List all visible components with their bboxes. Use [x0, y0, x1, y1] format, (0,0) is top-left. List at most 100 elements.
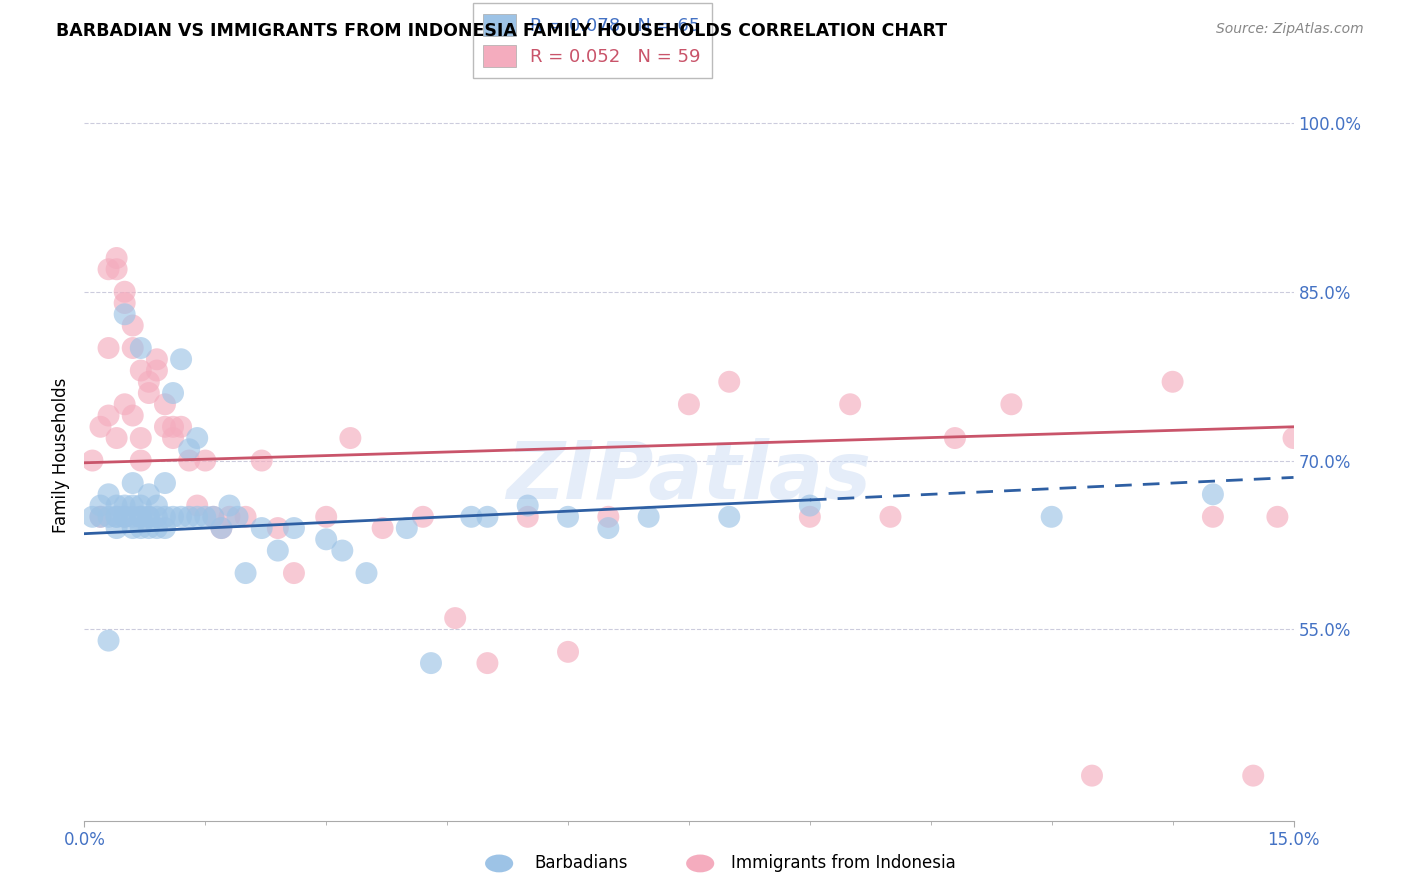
- Point: [179, 442, 201, 457]
- Point: [121, 476, 143, 491]
- Point: [162, 419, 184, 434]
- Point: [557, 509, 579, 524]
- Point: [444, 611, 467, 625]
- Point: [267, 521, 290, 535]
- Point: [114, 509, 136, 524]
- Point: [879, 509, 901, 524]
- Point: [129, 341, 152, 355]
- Point: [105, 251, 128, 265]
- Point: [1202, 487, 1225, 501]
- Point: [129, 521, 152, 535]
- Point: [250, 453, 273, 467]
- Point: [105, 521, 128, 535]
- Point: [138, 509, 160, 524]
- Point: [170, 509, 193, 524]
- Point: [162, 509, 184, 524]
- Point: [516, 499, 538, 513]
- Point: [718, 375, 741, 389]
- Point: [1267, 509, 1289, 524]
- Point: [194, 509, 217, 524]
- Point: [218, 499, 240, 513]
- Point: [105, 499, 128, 513]
- Text: Barbadians: Barbadians: [534, 855, 628, 872]
- Y-axis label: Family Households: Family Households: [52, 377, 70, 533]
- Point: [283, 566, 305, 580]
- Point: [460, 509, 482, 524]
- Point: [105, 262, 128, 277]
- Point: [339, 431, 361, 445]
- Point: [129, 509, 152, 524]
- Point: [839, 397, 862, 411]
- Point: [97, 487, 120, 501]
- Point: [129, 431, 152, 445]
- Point: [105, 431, 128, 445]
- Point: [121, 521, 143, 535]
- Point: [1282, 431, 1305, 445]
- Point: [412, 509, 434, 524]
- Point: [82, 509, 104, 524]
- Point: [146, 499, 169, 513]
- Point: [153, 509, 176, 524]
- Point: [1202, 509, 1225, 524]
- Point: [114, 397, 136, 411]
- Point: [1161, 375, 1184, 389]
- Point: [395, 521, 418, 535]
- Point: [477, 656, 499, 670]
- Point: [170, 352, 193, 367]
- Point: [121, 341, 143, 355]
- Point: [1081, 769, 1104, 783]
- Point: [1241, 769, 1264, 783]
- Point: [420, 656, 443, 670]
- Point: [114, 509, 136, 524]
- Point: [97, 409, 120, 423]
- Point: [202, 509, 225, 524]
- Point: [186, 509, 208, 524]
- Point: [97, 509, 120, 524]
- Point: [315, 509, 337, 524]
- Point: [557, 645, 579, 659]
- Point: [97, 633, 120, 648]
- Point: [89, 499, 111, 513]
- Text: Immigrants from Indonesia: Immigrants from Indonesia: [731, 855, 956, 872]
- Point: [121, 509, 143, 524]
- Point: [194, 453, 217, 467]
- Point: [186, 431, 208, 445]
- Point: [218, 509, 240, 524]
- Text: BARBADIAN VS IMMIGRANTS FROM INDONESIA FAMILY HOUSEHOLDS CORRELATION CHART: BARBADIAN VS IMMIGRANTS FROM INDONESIA F…: [56, 22, 948, 40]
- Point: [121, 409, 143, 423]
- Point: [138, 521, 160, 535]
- Point: [170, 419, 193, 434]
- Point: [153, 476, 176, 491]
- Point: [718, 509, 741, 524]
- Point: [129, 499, 152, 513]
- Point: [598, 521, 620, 535]
- Point: [97, 341, 120, 355]
- Point: [209, 521, 232, 535]
- Point: [267, 543, 290, 558]
- Point: [89, 419, 111, 434]
- Point: [162, 386, 184, 401]
- Point: [146, 352, 169, 367]
- Point: [202, 509, 225, 524]
- Point: [235, 509, 257, 524]
- Point: [943, 431, 966, 445]
- Point: [114, 285, 136, 299]
- Point: [114, 296, 136, 310]
- Point: [146, 363, 169, 377]
- Point: [1000, 397, 1022, 411]
- Point: [146, 509, 169, 524]
- Point: [179, 453, 201, 467]
- Text: ZIPatlas: ZIPatlas: [506, 438, 872, 516]
- Point: [516, 509, 538, 524]
- Point: [138, 375, 160, 389]
- Point: [250, 521, 273, 535]
- Point: [209, 521, 232, 535]
- Point: [330, 543, 353, 558]
- Point: [226, 509, 249, 524]
- Point: [356, 566, 378, 580]
- Point: [153, 419, 176, 434]
- Point: [637, 509, 659, 524]
- Point: [799, 499, 821, 513]
- Point: [153, 521, 176, 535]
- Point: [114, 499, 136, 513]
